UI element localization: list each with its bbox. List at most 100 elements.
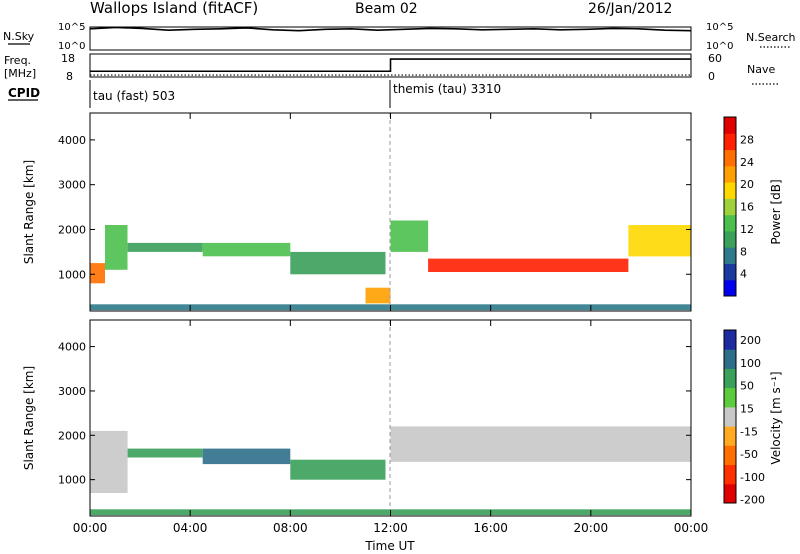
- nsky-trace: [89, 26, 692, 32]
- colorbar-tick-label: 100: [740, 357, 761, 370]
- colorbar-swatch: [724, 247, 736, 264]
- colorbar-swatch: [724, 483, 736, 504]
- colorbar-swatch: [724, 165, 736, 183]
- x-tick-label: 04:00: [173, 521, 208, 535]
- cpid-mode-2: themis (tau) 3310: [393, 82, 501, 96]
- colorbar-swatch: [724, 182, 736, 199]
- colorbar-tick-label: -50: [740, 448, 758, 461]
- colorbar-swatch: [724, 387, 736, 408]
- power-colorbar: 4 8 12 16 20 24 28: [723, 116, 754, 297]
- colorbar-frame: [723, 329, 737, 504]
- colorbar-tick-label: 20: [740, 178, 754, 191]
- y-tick-label: 3000: [58, 179, 86, 192]
- colorbar-swatch: [724, 198, 736, 216]
- x-tick-label: 20:00: [574, 521, 609, 535]
- colorbar-swatch: [724, 133, 736, 151]
- beam-title: Beam 02: [355, 1, 418, 17]
- freq-label: Freq.: [4, 54, 31, 67]
- colorbar-tick-label: 15: [740, 402, 754, 415]
- y-tick-label: 1000: [58, 268, 86, 281]
- colorbar-tick-label: 16: [740, 201, 754, 214]
- colorbar-swatch: [724, 279, 736, 297]
- nsky-panel-frame: [89, 26, 692, 51]
- x-tick-label: 00:00: [73, 521, 108, 535]
- freq-panel-frame: [89, 53, 692, 78]
- colorbar-swatch: [724, 149, 736, 167]
- colorbar-swatch: [724, 214, 736, 232]
- freq-trace: [90, 58, 691, 73]
- colorbar-tick-label: -15: [740, 425, 758, 438]
- echo-region: [90, 430, 128, 493]
- nsearch-tick-bottom: 10^0: [706, 41, 733, 52]
- freq-tick-bottom: 8: [66, 70, 73, 83]
- nave-label: Nave: [747, 63, 775, 76]
- y-tick-label: 4000: [58, 134, 86, 147]
- velocity-panel: 1000 2000 3000 4000 Slant Range [km]: [22, 319, 692, 517]
- echo-region: [628, 225, 691, 257]
- colorbar-swatch: [724, 426, 736, 446]
- colorbar-swatch: [724, 464, 736, 485]
- y-tick-label: 1000: [58, 474, 86, 487]
- echo-region: [390, 220, 429, 252]
- echo-region: [202, 242, 291, 257]
- x-tick-labels: 00:00 04:00 08:00 12:00 16:00 20:00 00:00: [73, 521, 709, 535]
- nsky-label: N.Sky: [3, 30, 35, 43]
- echo-region: [290, 459, 386, 480]
- echo-region: [290, 251, 386, 275]
- colorbar-swatch: [724, 445, 736, 465]
- cpid-mode-1: tau (fast) 503: [93, 89, 175, 103]
- echo-region: [105, 225, 128, 270]
- colorbar-swatch: [724, 368, 736, 389]
- velocity-axes: 1000 2000 3000 4000: [58, 320, 692, 516]
- y-tick-label: 2000: [58, 429, 86, 442]
- power-colorbar-label: Power [dB]: [769, 179, 783, 244]
- freq-unit: [MHz]: [4, 67, 36, 80]
- colorbar-tick-label: 24: [740, 156, 754, 169]
- colorbar-swatch: [724, 117, 736, 134]
- nsky-tick-bottom: 10^0: [58, 41, 85, 52]
- y-tick-label: 4000: [58, 341, 86, 354]
- echo-region: [90, 263, 105, 284]
- colorbar-swatch: [724, 330, 736, 350]
- echo-region: [127, 448, 203, 458]
- x-axis-label: Time UT: [364, 539, 415, 553]
- colorbar-tick-label: -100: [740, 471, 765, 484]
- nsearch-tick-top: 10^5: [706, 22, 733, 33]
- colorbar-swatch: [724, 406, 736, 427]
- nsky-tick-top: 10^5: [58, 22, 85, 33]
- colorbar-tick-label: 12: [740, 223, 754, 236]
- y-tick-label: 3000: [58, 385, 86, 398]
- station-title: Wallops Island (fitACF): [90, 0, 258, 17]
- colorbar-tick-label: 4: [740, 268, 747, 281]
- echo-region: [365, 287, 391, 304]
- colorbar-tick-label: 28: [740, 133, 754, 146]
- velocity-colorbar-label: Velocity [m s⁻¹]: [769, 371, 783, 464]
- colorbar-frame: [723, 116, 737, 297]
- power-axes: 1000 2000 3000 4000: [58, 113, 692, 311]
- colorbar-swatch: [724, 263, 736, 281]
- nsearch-label: N.Search: [746, 31, 796, 44]
- cpid-label: CPID: [8, 86, 40, 100]
- velocity-colorbar: 200 100 50 15 -15 -50 -100 -200: [723, 329, 765, 507]
- x-tick-label: 00:00: [674, 521, 709, 535]
- nave-tick-bottom: 0: [708, 70, 715, 83]
- power-panel: 1000 2000 3000 4000 Slant Range [km]: [22, 112, 692, 312]
- y-tick-label: 2000: [58, 223, 86, 236]
- colorbar-tick-label: -200: [740, 494, 765, 507]
- echo-region: [202, 448, 291, 465]
- power-ylabel: Slant Range [km]: [22, 160, 36, 264]
- x-tick-label: 12:00: [373, 521, 408, 535]
- colorbar-tick-label: 200: [740, 334, 761, 347]
- colorbar-swatch: [724, 349, 736, 369]
- freq-tick-top: 18: [61, 52, 75, 65]
- echo-region: [428, 258, 629, 272]
- colorbar-tick-label: 8: [740, 245, 747, 258]
- x-tick-label: 16:00: [473, 521, 508, 535]
- echo-region: [390, 426, 691, 462]
- colorbar-swatch: [724, 230, 736, 248]
- nave-tick-top: 60: [708, 52, 722, 65]
- x-tick-label: 08:00: [273, 521, 308, 535]
- echo-region: [127, 242, 203, 252]
- date-title: 26/Jan/2012: [588, 1, 672, 17]
